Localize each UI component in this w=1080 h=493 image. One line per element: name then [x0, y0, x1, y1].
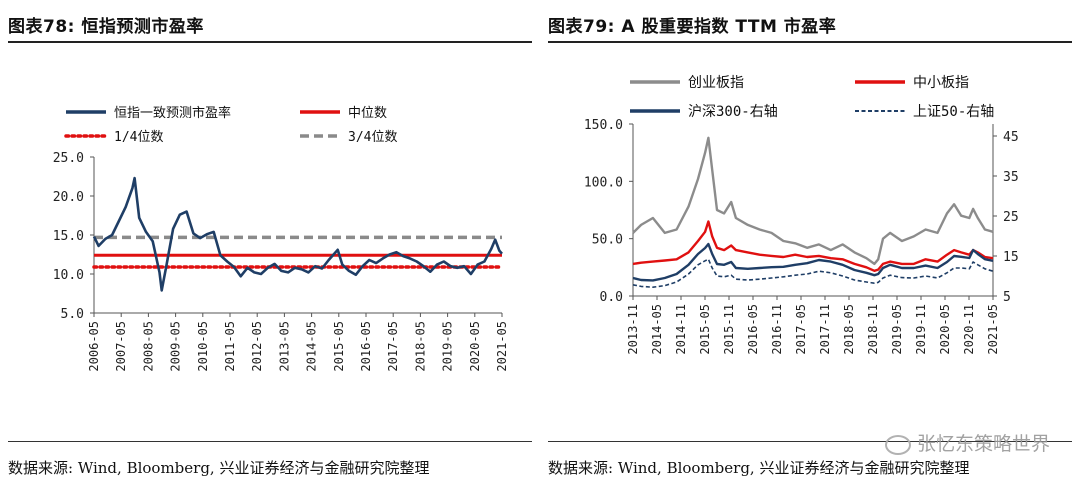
right-chart-title: 图表79: A 股重要指数 TTM 市盈率 — [548, 17, 837, 37]
y2-tick-label: 35 — [1003, 170, 1019, 185]
hsi-pe-chart: 5.0 10.0 15.0 20.0 25.0 2006-05 2007-05 2008-05… — [53, 105, 509, 372]
x-tick-label: 2016-05 — [746, 304, 760, 355]
x-tick-label: 2019-11 — [914, 304, 928, 355]
left-source-rule — [8, 441, 532, 442]
left-panel: 图表78: 恒指预测市盈率 5.0 10.0 15.0 20.0 25.0 2006-05… — [8, 17, 532, 477]
y2-tick-label: 45 — [1003, 130, 1019, 145]
left-source-note: 数据来源: Wind, Bloomberg, 兴业证券经济与金融研究院整理 — [8, 459, 430, 477]
legend-sme-label: 中小板指 — [913, 75, 969, 91]
y-tick-label: 25.0 — [53, 151, 84, 166]
x-tick-label: 2018-11 — [866, 304, 880, 355]
x-tick-label: 2017-05 — [386, 321, 400, 372]
y-tick-label: 50.0 — [592, 233, 623, 248]
x-tick-label: 2019-05 — [441, 321, 455, 372]
x-tick-label: 2017-05 — [794, 304, 808, 355]
watermark: 张忆东策略世界 — [884, 429, 1050, 456]
sme-pe-line — [632, 220, 994, 273]
x-tick-label: 2011-05 — [223, 321, 237, 372]
left-title-rule — [8, 41, 532, 43]
right-title-rule — [548, 41, 1072, 43]
y-tick-label: 0.0 — [600, 290, 623, 305]
legend-hsi-pe-label: 恒指一致预测市盈率 — [114, 105, 231, 121]
y-tick-label: 100.0 — [584, 175, 623, 190]
y-tick-label: 5.0 — [61, 307, 84, 322]
y-tick-label: 150.0 — [584, 118, 623, 133]
x-tick-label: 2013-11 — [626, 304, 640, 355]
hsi-forward-pe-line — [92, 176, 503, 292]
y2-tick-label: 25 — [1003, 210, 1019, 225]
chinext-pe-line — [632, 136, 994, 266]
y-tick-label: 15.0 — [53, 229, 84, 244]
legend-chinext-label: 创业板指 — [688, 75, 744, 91]
legend-csi300-label: 沪深300-右轴 — [688, 104, 778, 120]
x-tick-label: 2016-11 — [770, 304, 784, 355]
x-tick-label: 2019-05 — [890, 304, 904, 355]
y-tick-label: 20.0 — [53, 190, 84, 205]
a-share-ttm-pe-chart: 0.0 50.0 100.0 150.0 5 15 25 35 45 2013-11 2014-05… — [584, 75, 1019, 355]
x-tick-label: 2020-05 — [468, 321, 482, 372]
y-tick-label: 10.0 — [53, 268, 84, 283]
legend-q3-label: 3/4位数 — [348, 130, 397, 145]
x-tick-label: 2018-05 — [413, 321, 427, 372]
x-tick-label: 2021-05 — [986, 304, 1000, 355]
left-chart-title: 图表78: 恒指预测市盈率 — [8, 17, 204, 37]
x-tick-label: 2006-05 — [87, 321, 101, 372]
x-tick-label: 2009-05 — [169, 321, 183, 372]
watermark-text: 张忆东策略世界 — [916, 433, 1050, 455]
wechat-icon — [884, 434, 911, 455]
right-source-note: 数据来源: Wind, Bloomberg, 兴业证券经济与金融研究院整理 — [548, 459, 970, 477]
x-tick-label: 2007-05 — [114, 321, 128, 372]
y2-tick-label: 5 — [1003, 290, 1011, 305]
x-tick-label: 2015-05 — [698, 304, 712, 355]
csi300-pe-line — [632, 242, 994, 282]
legend-sse50-label: 上证50-右轴 — [913, 104, 994, 120]
x-tick-label: 2018-05 — [842, 304, 856, 355]
x-tick-label: 2020-11 — [962, 304, 976, 355]
x-tick-label: 2014-05 — [650, 304, 664, 355]
x-tick-label: 2014-11 — [674, 304, 688, 355]
x-tick-label: 2013-05 — [277, 321, 291, 372]
x-tick-label: 2008-05 — [141, 321, 155, 372]
sse50-pe-line — [632, 258, 994, 288]
legend-median-label: 中位数 — [348, 106, 387, 121]
right-panel: 图表79: A 股重要指数 TTM 市盈率 0.0 50.0 100.0 150.0 5… — [540, 0, 1080, 493]
x-tick-label: 2015-05 — [332, 321, 346, 372]
x-tick-label: 2016-05 — [359, 321, 373, 372]
x-tick-label: 2017-11 — [818, 304, 832, 355]
x-tick-label: 2010-05 — [196, 321, 210, 372]
x-tick-label: 2020-05 — [938, 304, 952, 355]
x-tick-label: 2021-05 — [495, 321, 509, 372]
x-tick-label: 2015-11 — [722, 304, 736, 355]
y2-tick-label: 15 — [1003, 250, 1019, 265]
x-tick-label: 2014-05 — [305, 321, 319, 372]
legend-q1-label: 1/4位数 — [114, 130, 163, 145]
x-tick-label: 2012-05 — [250, 321, 264, 372]
right-source-rule — [548, 441, 1072, 442]
